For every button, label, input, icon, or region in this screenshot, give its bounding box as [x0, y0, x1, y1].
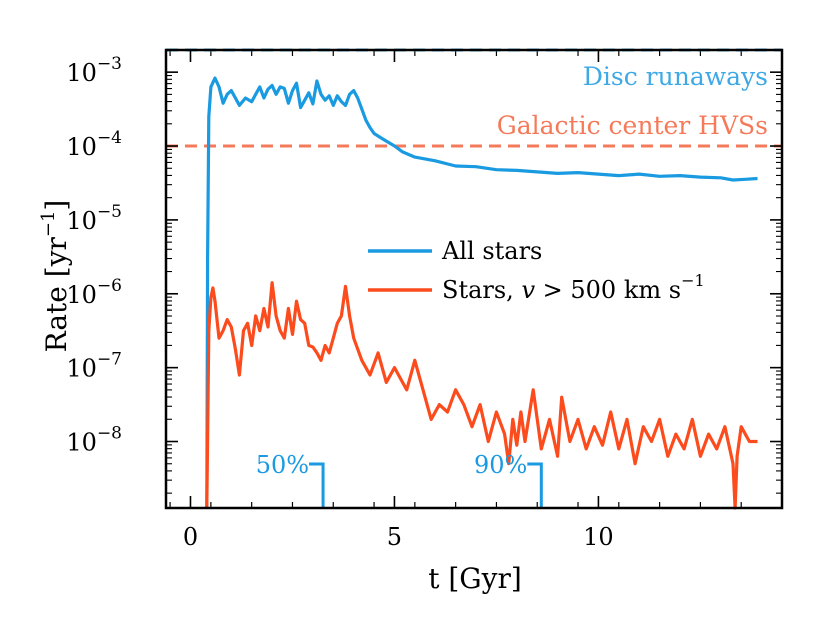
marker-90pct-label: 90% — [474, 451, 527, 479]
galactic-center-hvs-label: Galactic center HVSs — [497, 111, 768, 140]
major-ticks — [166, 50, 782, 508]
marker-50pct — [309, 462, 325, 508]
x-tick-labels: 0 5 10 — [183, 523, 614, 551]
plot-frame — [164, 48, 784, 510]
y-tick-labels: 10−3 10−4 10−5 10−6 10−7 10−8 — [66, 54, 122, 456]
legend-label-all-stars: All stars — [441, 237, 542, 265]
x-tick-label: 5 — [387, 523, 402, 551]
x-axis-label: t [Gyr] — [428, 562, 522, 595]
legend: All stars Stars, v > 500 km s−1 — [368, 237, 705, 304]
disc-runaways-label: Disc runaways — [583, 62, 768, 91]
x-tick-label: 10 — [583, 523, 614, 551]
legend-label-fast-stars: Stars, v > 500 km s−1 — [442, 271, 705, 304]
y-tick-label: 10−7 — [66, 350, 122, 383]
plot-area — [164, 48, 784, 510]
series-line-fast-stars — [205, 281, 758, 510]
series-layer — [205, 76, 758, 510]
y-tick-label: 10−8 — [66, 424, 122, 457]
y-axis-label: Rate [yr−1] — [38, 200, 73, 353]
x-tick-label: 0 — [183, 523, 198, 551]
y-tick-label: 10−4 — [66, 128, 122, 161]
series-line-all-stars — [205, 76, 758, 509]
markers-layer — [309, 462, 543, 508]
y-tick-label: 10−5 — [66, 202, 122, 235]
marker-90pct — [527, 462, 543, 508]
y-tick-label: 10−3 — [66, 54, 122, 87]
marker-50pct-label: 50% — [256, 451, 309, 479]
y-tick-label: 10−6 — [66, 276, 122, 309]
